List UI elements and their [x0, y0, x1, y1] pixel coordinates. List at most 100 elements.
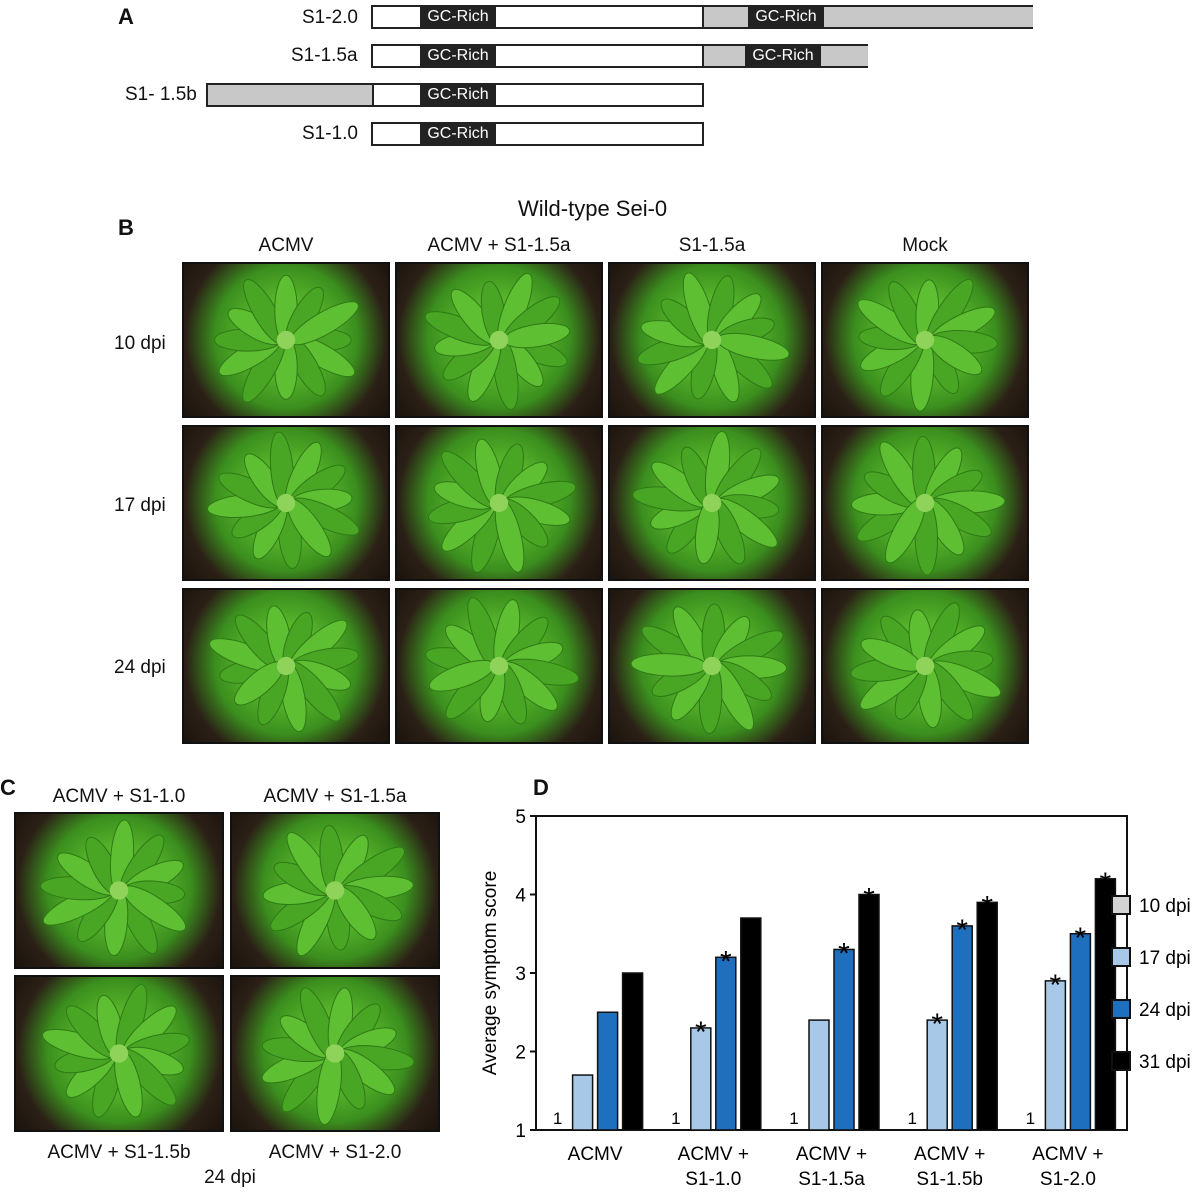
construct-label-s1-1-5b: S1- 1.5b: [125, 84, 197, 105]
plant-photo: [608, 425, 816, 581]
bar: [621, 972, 644, 1131]
rosette-center: [489, 330, 509, 350]
legend-label: 17 dpi: [1139, 948, 1191, 969]
category-label: S1-1.5b: [916, 1169, 983, 1190]
rosette-center: [276, 656, 296, 676]
bar: [1044, 980, 1067, 1131]
significance-asterisk: *: [720, 945, 732, 978]
column-header: Mock: [902, 235, 948, 256]
y-tick-label: 1: [515, 1121, 526, 1142]
column-header: ACMV + S1-1.5a: [427, 235, 571, 256]
significance-asterisk: *: [1075, 922, 1087, 955]
category-label: ACMV +: [678, 1144, 749, 1165]
rosette-drawing: [207, 431, 360, 569]
bar: [571, 1074, 594, 1131]
bar: [833, 948, 855, 1131]
rosette-drawing: [424, 272, 571, 410]
significance-asterisk: *: [863, 883, 875, 916]
gc-rich-box: GC-Rich: [420, 46, 496, 66]
bar: [951, 925, 973, 1131]
rosette-drawing: [40, 819, 187, 957]
category-label: ACMV: [568, 1144, 623, 1165]
significance-asterisk: *: [838, 937, 850, 970]
construct-bar-s1-1-0: GC-Rich: [371, 122, 704, 146]
rosette-drawing: [850, 602, 1002, 729]
legend-swatch: [1111, 999, 1131, 1019]
plant-photo: [182, 262, 390, 418]
plant-photo: [14, 975, 224, 1132]
rosette-center: [276, 330, 296, 350]
construct-label-s1-2-0: S1-2.0: [302, 7, 358, 28]
gc-rich-box: GC-Rich: [420, 124, 496, 144]
panel-c-letter: C: [0, 775, 16, 800]
plant-photo: [608, 588, 816, 744]
value-label: 1: [553, 1109, 562, 1128]
rosette-drawing: [261, 987, 415, 1126]
legend-swatch: [1111, 1051, 1131, 1071]
plant-photo: [14, 812, 224, 969]
plant-photo: [182, 588, 390, 744]
rosette-center: [325, 881, 345, 900]
y-tick-label: 2: [515, 1043, 526, 1064]
plant-photo: [608, 262, 816, 418]
rosette-center: [489, 656, 509, 676]
plant-photo: [821, 588, 1029, 744]
plant-photo: [821, 262, 1029, 418]
column-header: S1-1.5a: [678, 235, 746, 256]
gc-rich-box: GC-Rich: [420, 85, 496, 105]
rosette-center: [702, 656, 722, 676]
photo-label: ACMV + S1-1.5b: [47, 1142, 191, 1163]
bar: [976, 901, 998, 1131]
construct-bar-s1-1-5a: GC-Rich GC-Rich: [371, 44, 868, 68]
bar: [740, 917, 762, 1131]
value-label: 1: [789, 1109, 798, 1128]
gc-rich-box: GC-Rich: [748, 7, 824, 27]
plant-photo: [395, 262, 603, 418]
rosette-drawing: [632, 430, 780, 565]
rosette-drawing: [637, 272, 790, 403]
column-header: ACMV: [258, 235, 314, 256]
rosette-drawing: [630, 603, 788, 734]
category-label: S1-1.5a: [798, 1169, 865, 1190]
significance-asterisk: *: [1050, 969, 1062, 1002]
row-header: 10 dpi: [114, 333, 166, 354]
y-tick-label: 3: [515, 964, 526, 985]
gc-rich-box: GC-Rich: [745, 46, 821, 66]
symptom-score-chart: 1 2 3 4 5 Average symptom score 1 1 1 1 1 * * * * * * * * *…: [480, 807, 1191, 1190]
bar: [808, 1019, 830, 1131]
panel-c-footer: 24 dpi: [204, 1167, 256, 1188]
rosette-center: [489, 493, 509, 513]
significance-asterisk: *: [695, 1016, 707, 1049]
plant-photo: [821, 425, 1029, 581]
bar: [858, 893, 880, 1131]
legend-swatch: [1111, 947, 1131, 967]
rosette-center: [109, 1044, 129, 1063]
value-label: 1: [907, 1109, 916, 1128]
rosette-center: [915, 493, 935, 513]
photo-label: ACMV + S1-1.5a: [263, 786, 407, 807]
bar: [1069, 933, 1092, 1131]
legend-label: 24 dpi: [1139, 1000, 1191, 1021]
rosette-drawing: [425, 597, 580, 725]
plant-photo: [395, 425, 603, 581]
photo-label: ACMV + S1-2.0: [268, 1142, 402, 1163]
bar: [596, 1011, 619, 1131]
rosette-center: [702, 330, 722, 350]
plant-photo: [230, 812, 440, 969]
rosette-center: [702, 493, 722, 513]
construct-bar-s1-2-0: GC-Rich GC-Rich: [371, 5, 1033, 29]
rosette-center: [915, 656, 935, 676]
y-axis-label: Average symptom score: [480, 871, 501, 1076]
bar: [715, 956, 737, 1131]
rosette-center: [325, 1044, 345, 1063]
category-label: ACMV +: [796, 1144, 867, 1165]
rosette-drawing: [209, 605, 359, 733]
rosette-center: [109, 881, 129, 900]
panel-b-title: Wild-type Sei-0: [518, 196, 668, 221]
construct-label-s1-1-5a: S1-1.5a: [291, 45, 358, 66]
panel-a-letter: A: [118, 4, 134, 29]
legend-label: 31 dpi: [1139, 1052, 1191, 1073]
significance-asterisk: *: [931, 1008, 943, 1041]
legend-swatch: [1111, 895, 1131, 915]
rosette-center: [276, 493, 296, 513]
